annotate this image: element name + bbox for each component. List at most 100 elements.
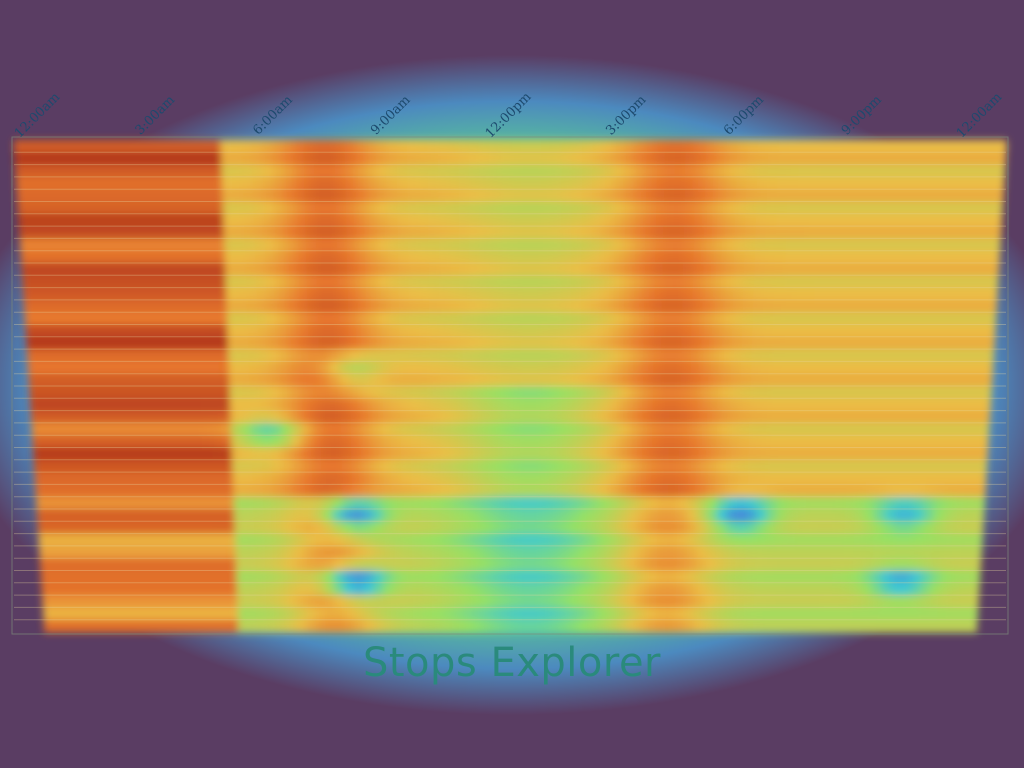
heatmap-cell: [210, 140, 222, 153]
heatmap-cell: [421, 533, 433, 547]
heatmap-cell: [104, 484, 116, 498]
heatmap-cell: [609, 422, 621, 436]
heatmap-cell: [173, 484, 185, 498]
heatmap-cell: [957, 435, 969, 449]
heatmap-cell: [598, 509, 610, 522]
heatmap-cell: [202, 447, 214, 461]
heatmap-cell: [42, 263, 53, 276]
heatmap-cell: [470, 582, 482, 596]
heatmap-cell: [976, 459, 988, 473]
heatmap-cell: [362, 521, 374, 535]
heatmap-cell: [804, 275, 816, 289]
heatmap-cell: [830, 386, 842, 399]
heatmap-cell: [647, 545, 659, 559]
heatmap-cell: [319, 361, 331, 375]
heatmap-cell: [588, 570, 600, 584]
heatmap-cell: [560, 287, 572, 301]
heatmap-cell: [569, 447, 581, 461]
heatmap-cell: [383, 582, 395, 596]
heatmap-cell: [854, 509, 866, 522]
heatmap-cell: [859, 619, 871, 633]
heatmap-cell: [963, 336, 975, 350]
heatmap-cell: [37, 349, 49, 362]
heatmap-cell: [916, 263, 928, 276]
heatmap-cell: [727, 484, 739, 498]
heatmap-cell: [431, 582, 443, 596]
heatmap-cell: [135, 299, 147, 313]
heatmap-cell: [549, 533, 561, 547]
heatmap-cell: [957, 263, 969, 276]
heatmap-cell: [937, 263, 949, 276]
heatmap-cell: [373, 607, 385, 621]
heatmap-cell: [108, 176, 120, 190]
heatmap-cell: [960, 213, 972, 227]
heatmap-cell: [862, 336, 874, 350]
heatmap-cell: [440, 472, 452, 485]
heatmap-cell: [92, 250, 104, 264]
heatmap-cell: [421, 509, 433, 522]
heatmap-cell: [757, 152, 769, 166]
heatmap-cell: [212, 201, 224, 215]
heatmap-cell: [652, 263, 664, 276]
heatmap-cell: [301, 447, 313, 461]
heatmap-cell: [877, 238, 889, 252]
heatmap-cell: [315, 607, 327, 621]
heatmap-cell: [529, 472, 541, 485]
heatmap-cell: [500, 459, 512, 473]
heatmap-cell: [295, 226, 307, 239]
heatmap-cell: [619, 447, 631, 461]
heatmap-cell: [27, 349, 39, 362]
heatmap-cell: [346, 250, 358, 264]
heatmap-cell: [74, 472, 86, 485]
heatmap-cell: [662, 263, 674, 276]
heatmap-cell: [332, 484, 344, 498]
heatmap-cell: [560, 312, 572, 326]
heatmap-cell: [835, 496, 847, 510]
heatmap-cell: [833, 558, 844, 572]
heatmap-cell: [24, 312, 36, 326]
heatmap-cell: [744, 570, 756, 584]
heatmap-cell: [461, 595, 473, 608]
heatmap-cell: [748, 459, 759, 473]
heatmap-cell: [765, 521, 777, 535]
heatmap-cell: [839, 164, 851, 178]
heatmap-cell: [529, 509, 541, 522]
heatmap-cell: [581, 213, 593, 227]
heatmap-cell: [714, 595, 726, 608]
heatmap-cell: [421, 558, 433, 572]
heatmap-cell: [786, 213, 798, 227]
heatmap-cell: [938, 422, 950, 436]
heatmap-cell: [831, 361, 843, 375]
heatmap-cell: [82, 447, 94, 461]
heatmap-cell: [212, 447, 223, 461]
heatmap-cell: [100, 213, 112, 227]
heatmap-cell: [429, 336, 441, 350]
heatmap-cell: [103, 275, 115, 289]
heatmap-cell: [682, 263, 694, 276]
heatmap-cell: [640, 386, 652, 399]
heatmap-cell: [832, 570, 844, 584]
heatmap-cell: [459, 349, 471, 362]
heatmap-cell: [908, 238, 919, 252]
heatmap-cell: [412, 582, 424, 596]
heatmap-cell: [694, 213, 706, 227]
heatmap-cell: [399, 349, 411, 362]
heatmap-cell: [510, 472, 521, 485]
heatmap-cell: [70, 570, 82, 584]
heatmap-cell: [331, 472, 343, 485]
heatmap-cell: [656, 570, 668, 584]
heatmap-cell: [72, 435, 84, 449]
heatmap-cell: [479, 189, 491, 203]
heatmap-cell: [179, 619, 191, 633]
heatmap-cell: [184, 496, 196, 510]
heatmap-cell: [201, 189, 213, 203]
heatmap-cell: [438, 213, 450, 227]
heatmap-cell: [289, 373, 301, 387]
heatmap-cell: [852, 558, 864, 572]
heatmap-cell: [367, 275, 379, 289]
heatmap-cell: [333, 545, 345, 559]
heatmap-cell: [875, 484, 887, 498]
heatmap-cell: [398, 275, 410, 289]
heatmap-cell: [887, 447, 899, 461]
heatmap-cell: [324, 152, 336, 166]
